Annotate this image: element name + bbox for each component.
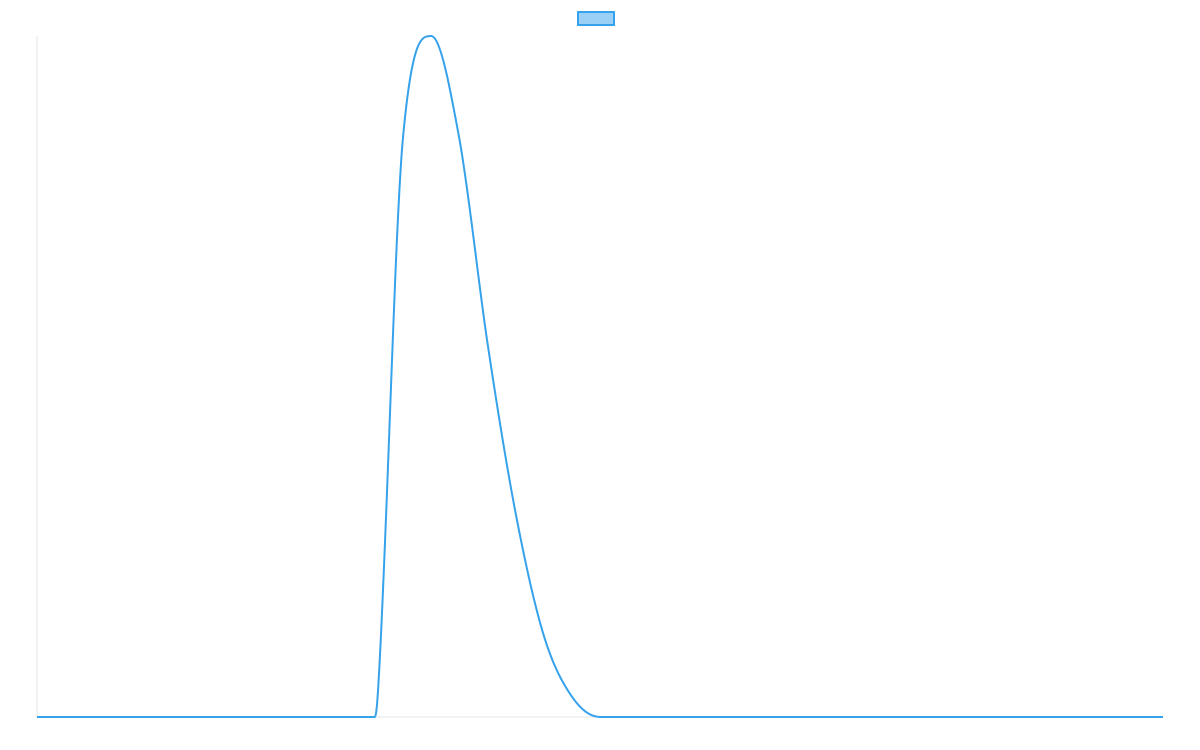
series-layer bbox=[36, 35, 1163, 719]
series-line bbox=[36, 35, 1163, 719]
legend bbox=[0, 9, 1200, 27]
legend-swatch[interactable] bbox=[577, 10, 615, 26]
